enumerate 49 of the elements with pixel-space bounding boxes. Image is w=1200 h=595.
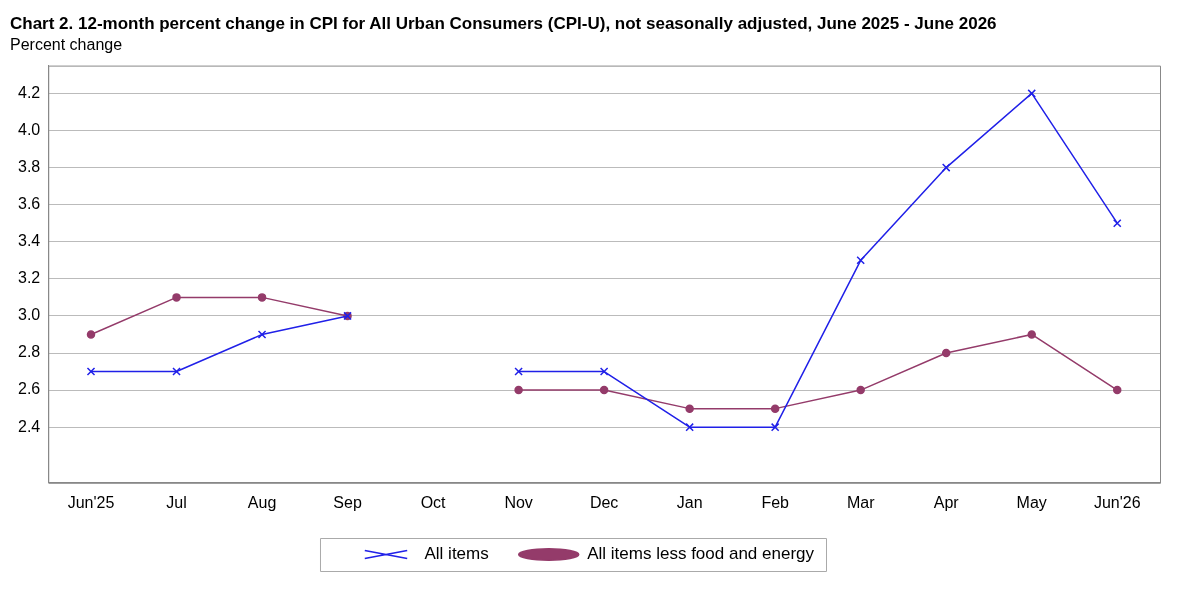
point [1027, 89, 1037, 98]
y-tick-label: 2.8 [17, 343, 41, 361]
x-tick-label: Nov [504, 493, 533, 511]
y-tick-label: 3.2 [17, 269, 41, 287]
point [770, 422, 780, 432]
x-tick-label: Dec [589, 493, 619, 511]
point [257, 330, 267, 339]
point [1112, 218, 1122, 228]
x-tick-label: Aug [247, 493, 277, 511]
y-tick-label: 2.6 [17, 380, 41, 398]
point [856, 385, 865, 395]
y-tick-label: 3.6 [17, 195, 41, 213]
point [86, 330, 96, 339]
point [86, 367, 96, 376]
y-tick-label: 4.2 [17, 83, 41, 101]
point [1112, 385, 1122, 395]
point [941, 163, 951, 172]
y-tick-label: 4.0 [17, 120, 41, 138]
chart-title: Chart 2. 12-month percent change in CPI for All Urban Consumers (CPI-U), not seasonally adjusted, June 2025 - June 2026 [10, 13, 997, 33]
point [856, 256, 865, 265]
x-tick-label: Mar [846, 493, 876, 511]
legend-label: All items [424, 544, 489, 564]
point [685, 422, 694, 432]
y-axis-title: Percent change [10, 36, 123, 54]
y-tick-label: 3.8 [17, 157, 41, 175]
point [172, 293, 181, 302]
x-tick-label: Jun'25 [67, 493, 115, 511]
x-tick-label: May [1016, 493, 1047, 511]
point [599, 367, 609, 376]
y-tick-label: 2.4 [17, 417, 41, 435]
point [172, 367, 181, 376]
point [514, 367, 523, 376]
point [599, 385, 609, 395]
point [1027, 330, 1036, 339]
x-tick-label: Jul [166, 493, 187, 511]
point [770, 404, 780, 413]
point [257, 293, 267, 302]
x-tick-label: Oct [420, 493, 447, 511]
point [514, 385, 523, 395]
legend-label: All items less food and energy [587, 544, 815, 564]
x-tick-label: Feb [761, 493, 790, 511]
point [685, 404, 694, 413]
x-tick-label: Apr [933, 493, 960, 511]
y-tick-label: 3.0 [17, 306, 41, 324]
x-tick-label: Jan [676, 493, 703, 511]
x-tick-label: Sep [333, 493, 362, 511]
point [941, 348, 951, 358]
x-tick-label: Jun'26 [1093, 493, 1141, 511]
y-tick-label: 3.4 [17, 232, 41, 250]
